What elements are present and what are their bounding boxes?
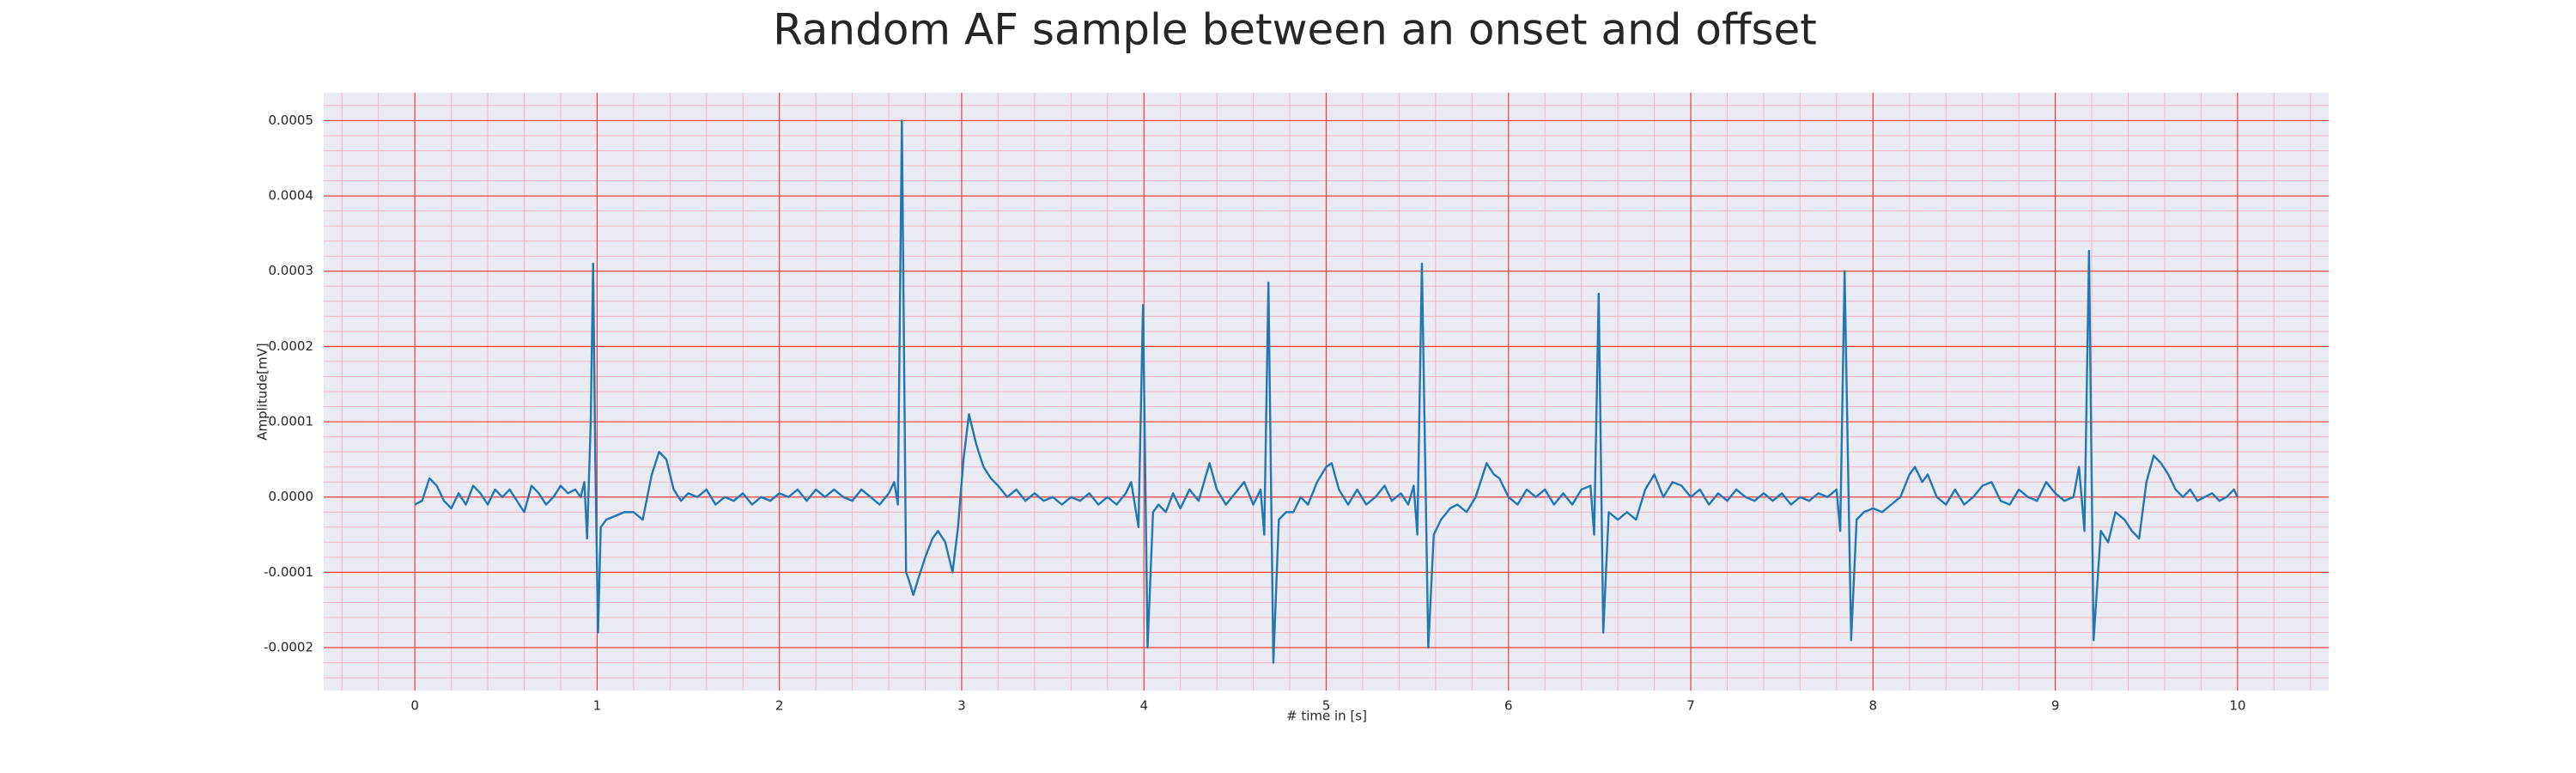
x-tick-label: 6 — [1504, 698, 1513, 714]
x-tick-label: 3 — [957, 698, 966, 714]
y-tick-label: 0.0003 — [269, 263, 314, 278]
x-tick-label: 1 — [593, 698, 602, 714]
y-tick-label: 0.0002 — [269, 338, 314, 354]
x-tick-label: 0 — [410, 698, 419, 714]
x-tick-label: 8 — [1869, 698, 1878, 714]
x-axis-label: # time in [s] — [1286, 709, 1367, 724]
signal-line — [414, 119, 2239, 664]
x-tick-label: 7 — [1686, 698, 1695, 714]
y-axis-label: Amplitude[mV] — [255, 343, 270, 440]
y-tick-label: 0.0005 — [269, 113, 314, 128]
y-tick-label: 0.0000 — [269, 489, 314, 504]
chart-title: Random AF sample between an onset and of… — [773, 5, 1817, 55]
x-tick-label: 2 — [775, 698, 784, 714]
x-tick-label: 5 — [1322, 698, 1331, 714]
x-tick-label: 9 — [2051, 698, 2060, 714]
x-tick-label: 4 — [1139, 698, 1148, 714]
y-tick-label: 0.0001 — [269, 414, 314, 429]
y-tick-label: -0.0002 — [264, 640, 313, 655]
y-tick-label: -0.0001 — [264, 564, 313, 580]
y-tick-label: 0.0004 — [269, 188, 314, 204]
x-tick-label: 10 — [2229, 698, 2245, 714]
